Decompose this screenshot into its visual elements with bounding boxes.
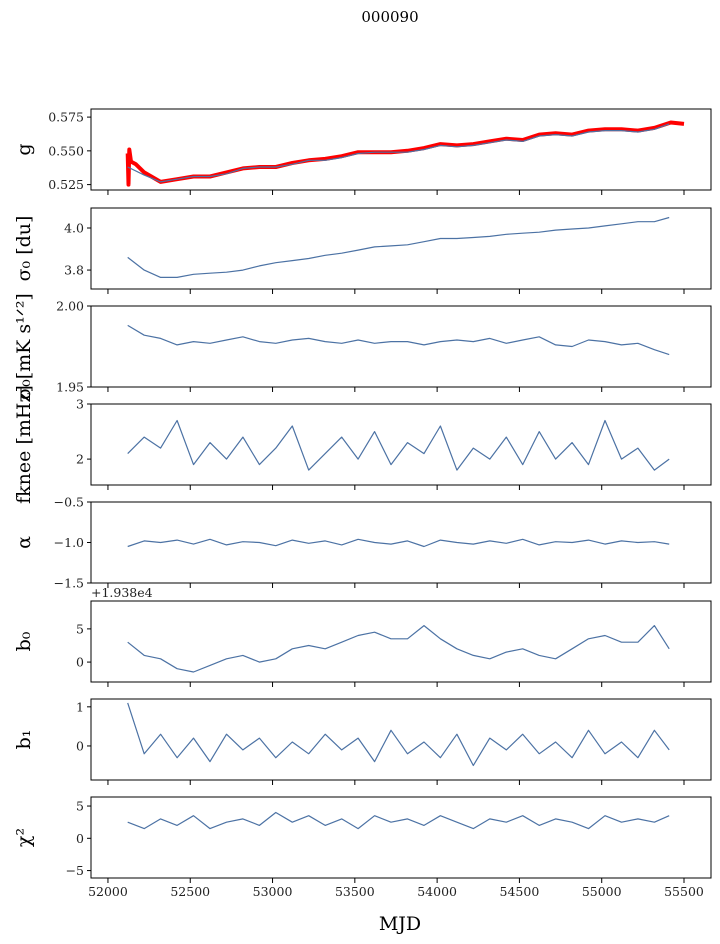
y-tick-label: 1.95: [56, 380, 84, 395]
x-tick-label: 52500: [170, 884, 210, 899]
series-line-g: [127, 123, 670, 183]
y-tick-label: 0: [76, 655, 84, 670]
x-tick-label: 55500: [664, 884, 704, 899]
panel-1: 3.8 4.0 σ₀ [du]: [13, 207, 712, 294]
y-axis-label: χ²: [13, 828, 35, 847]
y-tick-label: 5: [76, 621, 84, 636]
series-line-b0: [127, 624, 670, 673]
x-tick-label: 54000: [417, 884, 457, 899]
axes-frame: [90, 108, 712, 191]
y-tick-label: −1.0: [54, 535, 84, 550]
y-axis-label: b₀: [13, 631, 35, 651]
series-line-b1: [127, 702, 670, 767]
series-line-fknee: [127, 419, 670, 471]
y-tick-label: 5: [76, 799, 84, 814]
axes-frame: [90, 698, 712, 781]
chart-title: 000090: [361, 8, 418, 26]
series-line-g-model: [125, 120, 685, 187]
axes-frame: [90, 305, 712, 388]
y-tick-label: 2: [76, 452, 84, 467]
y-tick-label: −5: [66, 863, 84, 878]
y-tick-label: 4.0: [64, 220, 84, 235]
axes-frame: [90, 207, 712, 290]
series-line-sigma0-du: [127, 216, 670, 278]
y-tick-label: −0.5: [54, 495, 84, 510]
axes-frame: [90, 600, 712, 683]
y-tick-label: 0: [76, 738, 84, 753]
y-axis-label: b₁: [13, 730, 35, 750]
y-tick-label: 0.525: [48, 177, 84, 192]
y-axis-label: σ₀ [du]: [13, 216, 35, 282]
panel-2: 1.95 2.00 σ₀[mK s¹ᐟ²]: [13, 293, 712, 400]
x-tick-label: 54500: [500, 884, 540, 899]
axes-frame: [90, 796, 712, 879]
y-tick-label: −1.5: [54, 576, 84, 591]
panel-4: −1.5 −1.0 −0.5 α: [13, 495, 712, 591]
panel-0: 0.525 0.550 0.575 g: [13, 108, 712, 195]
panel-7: −5 0 5 52000 52500 53000 53500 54000 54500 55000 5…: [13, 796, 712, 899]
y-axis-label: α: [13, 536, 35, 549]
x-tick-label: 53500: [335, 884, 375, 899]
axes-frame: [90, 403, 712, 486]
series-line-sigma0-mK: [127, 324, 670, 356]
y-tick-label: 2.00: [56, 299, 84, 314]
y-tick-label: 0.550: [48, 143, 84, 158]
y-tick-label: 0.575: [48, 110, 84, 125]
y-axis-label: g: [13, 143, 35, 155]
y-tick-label: 3.8: [64, 263, 84, 278]
offset-text: +1.938e4: [91, 585, 153, 600]
panel-3: 2 3 fknee [mHz]: [13, 385, 712, 504]
panel-5: 0 5 b₀ +1.938e4: [13, 585, 712, 687]
series-line-chi2: [127, 811, 670, 830]
y-tick-label: 0: [76, 831, 84, 846]
x-axis-label: MJD: [379, 913, 421, 935]
panel-6: 0 1 b₁: [13, 698, 712, 785]
series-line-alpha: [127, 538, 670, 548]
x-tick-label: 53000: [253, 884, 293, 899]
y-tick-label: 1: [76, 699, 84, 714]
x-tick-label: 55000: [582, 884, 622, 899]
y-tick-label: 3: [76, 397, 84, 412]
y-axis-label: fknee [mHz]: [13, 385, 35, 504]
x-tick-label: 52000: [88, 884, 128, 899]
y-axis-label: σ₀[mK s¹ᐟ²]: [13, 293, 35, 400]
